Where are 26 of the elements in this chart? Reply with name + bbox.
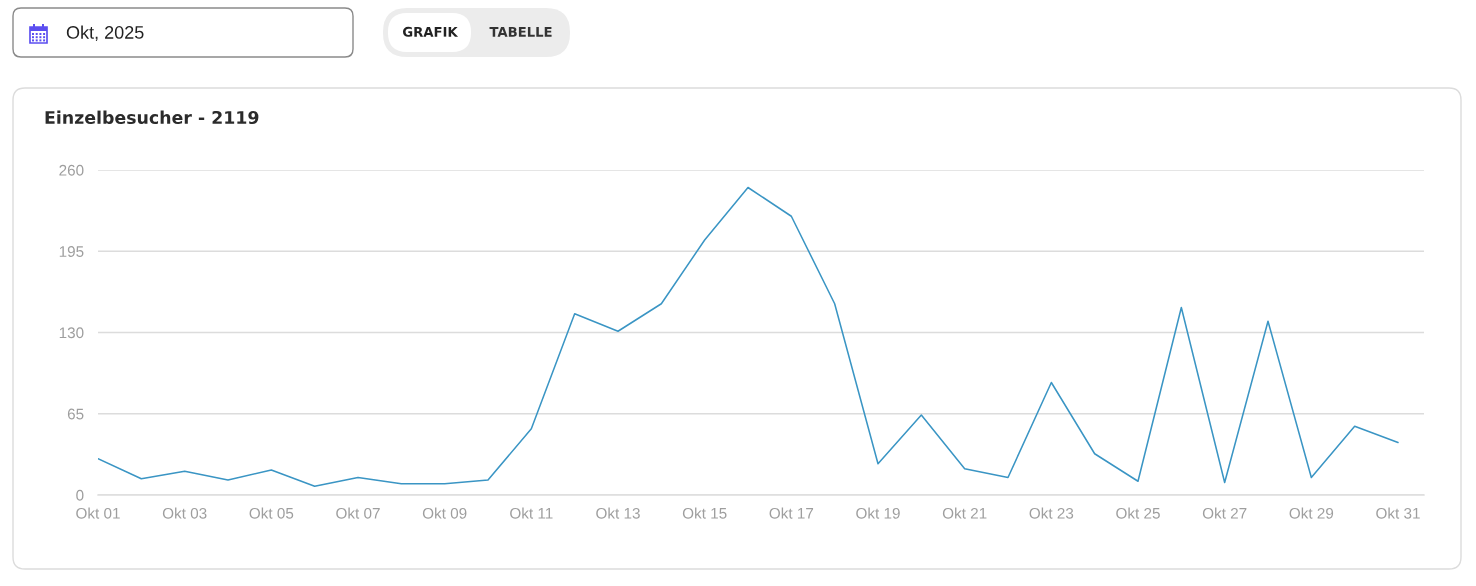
x-tick-label: Okt 19 bbox=[856, 507, 900, 519]
text: Okt, 2025 bbox=[66, 25, 144, 41]
x-tick-label: Okt 05 bbox=[249, 507, 294, 519]
y-tick-label: 0 bbox=[76, 489, 84, 501]
y-tick-label: 65 bbox=[67, 408, 84, 420]
x-tick-label: Okt 31 bbox=[1376, 507, 1420, 519]
x-tick-label: Okt 11 bbox=[510, 507, 553, 519]
x-tick-label: Okt 09 bbox=[422, 507, 467, 519]
x-tick-label: Okt 03 bbox=[162, 507, 207, 519]
line-series bbox=[98, 186, 1399, 488]
x-tick-label: Okt 07 bbox=[336, 507, 380, 519]
x-tick-label: Okt 25 bbox=[1116, 507, 1160, 519]
x-tick-label: Okt 29 bbox=[1289, 507, 1334, 519]
x-tick-label: Okt 23 bbox=[1029, 507, 1074, 519]
chart-title: Einzelbesucher - 2119 bbox=[45, 110, 259, 125]
y-tick-label: 260 bbox=[59, 164, 84, 176]
x-tick-label: Okt 27 bbox=[1202, 507, 1247, 519]
y-tick-label: 130 bbox=[59, 327, 84, 339]
y-tick-label: 195 bbox=[59, 246, 84, 257]
x-tick-label: Okt 15 bbox=[682, 507, 727, 519]
x-tick-label: Okt 13 bbox=[596, 507, 640, 519]
x-tick-label: Okt 17 bbox=[769, 507, 814, 519]
text: TABELLE bbox=[489, 27, 552, 37]
x-tick-label: Okt 21 bbox=[942, 507, 987, 519]
text: GRAFIK bbox=[402, 26, 459, 37]
x-tick-label: Okt 01 bbox=[76, 507, 120, 519]
